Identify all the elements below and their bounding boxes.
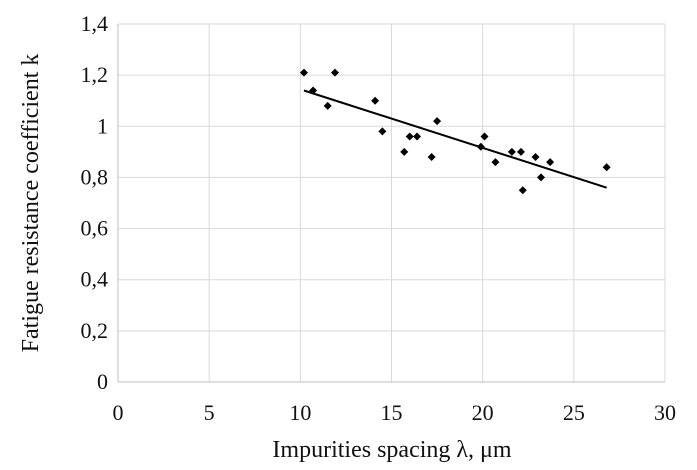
y-tick-label: 0 — [97, 369, 108, 394]
data-point — [400, 147, 409, 156]
x-tick-label: 20 — [472, 400, 494, 425]
data-point — [546, 158, 555, 167]
y-tick-label: 0,4 — [81, 267, 109, 292]
y-tick-label: 0,8 — [81, 164, 109, 189]
data-point — [323, 101, 332, 110]
y-tick-label: 0,6 — [81, 216, 109, 241]
data-point — [427, 152, 436, 161]
data-point — [405, 132, 414, 141]
y-axis-title: Fatigue resistance coefficient k — [18, 54, 44, 353]
trendline-layer — [303, 89, 607, 189]
x-tick-label: 5 — [204, 400, 215, 425]
y-tick-label: 1 — [97, 113, 108, 138]
data-point — [518, 186, 527, 195]
axes — [117, 24, 665, 383]
x-tick-label: 30 — [654, 400, 676, 425]
data-point — [413, 132, 422, 141]
y-tick-labels: 0 0,2 0,4 0,6 0,8 1 1,2 1,4 — [81, 11, 109, 394]
data-point — [537, 173, 546, 182]
y-tick-label: 0,2 — [81, 318, 109, 343]
x-tick-label: 10 — [289, 400, 311, 425]
data-point — [531, 152, 540, 161]
x-tick-label: 0 — [113, 400, 124, 425]
data-point — [299, 68, 308, 77]
x-tick-label: 25 — [563, 400, 585, 425]
data-point — [491, 158, 500, 167]
x-tick-labels: 0 5 10 15 20 25 30 — [113, 400, 677, 425]
data-point — [330, 68, 339, 77]
trendline — [303, 89, 607, 189]
x-axis-title: Impurities spacing λ, μm — [272, 437, 511, 463]
data-point — [433, 117, 442, 126]
data-point — [378, 127, 387, 136]
data-point — [516, 147, 525, 156]
x-tick-label: 15 — [381, 400, 403, 425]
data-point — [507, 147, 516, 156]
data-point — [602, 163, 611, 172]
grid-lines — [118, 23, 666, 382]
data-point — [476, 142, 485, 151]
data-point — [371, 96, 380, 105]
data-points — [299, 68, 611, 195]
y-tick-label: 1,4 — [81, 11, 109, 36]
data-point — [480, 132, 489, 141]
y-tick-label: 1,2 — [81, 62, 109, 87]
data-point — [309, 86, 318, 95]
